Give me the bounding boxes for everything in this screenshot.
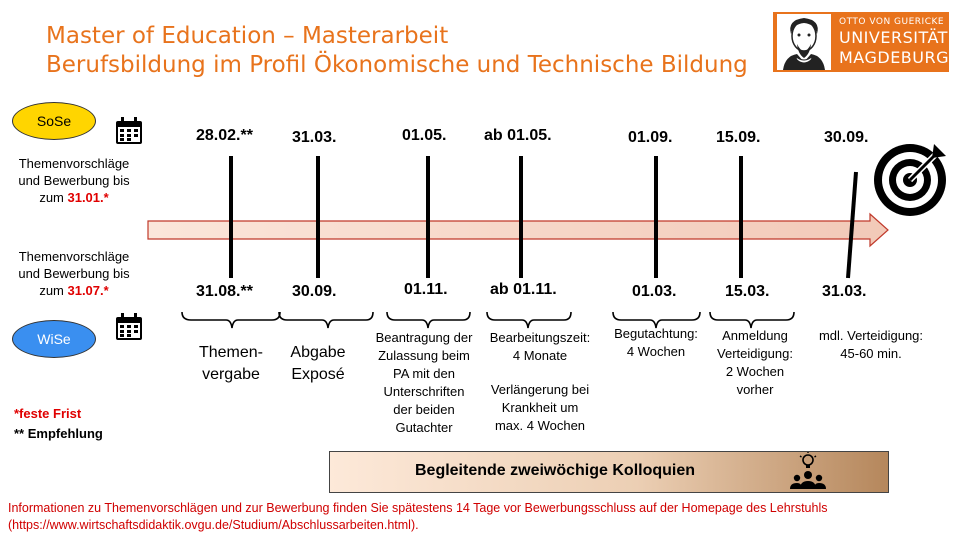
logo-line3: MAGDEBURG [839,48,949,67]
wise-deadline: 31.07.* [67,283,109,298]
note-line: Begutachtung: [614,326,698,341]
wise-text-line3: zum 31.07.* [0,282,148,299]
wise-text-prefix: zum [39,283,68,298]
note-line: 2 Wochen [725,364,785,379]
sose-date: 30.09. [824,129,869,146]
portrait-icon [777,14,831,70]
note-line: Themen- [198,344,264,361]
note-spacer [480,365,600,381]
calendar-icon [116,313,142,340]
note-line: 4 Monate [512,348,568,363]
milestone-note: Begutachtung: 4 Wochen [604,325,708,361]
milestone-note: Bearbeitungszeit: 4 Monate Verlängerung … [480,329,600,435]
sose-date: 01.05. [402,127,447,144]
brace [612,311,701,329]
note-line: der beiden [393,402,455,417]
brace [278,311,374,329]
note-line: PA mit den [393,366,455,381]
sose-application-text: Themenvorschläge und Bewerbung bis zum 3… [0,155,148,206]
target-icon [874,144,946,216]
page-subtitle: Berufsbildung im Profil Ökonomische und … [46,52,748,78]
legend-fixed-deadline: *feste Frist [14,406,82,421]
note-line: Anmeldung [722,328,788,343]
note-line: Verlängerung bei [490,382,590,397]
wise-date: 01.03. [632,283,677,300]
wise-badge: WiSe [12,320,96,358]
note-line: Gutachter [395,420,453,435]
note-line: Zulassung beim [378,348,470,363]
note-line: vergabe [202,366,260,383]
sose-text-line3: zum 31.01.* [0,189,148,206]
brace [386,311,471,329]
wise-date: 15.03. [725,283,770,300]
kolloquien-label: Begleitende zweiwöchige Kolloquien [414,462,696,479]
sose-date: 31.03. [292,129,337,146]
footer-info: Informationen zu Themenvorschlägen und z… [8,501,828,532]
legend-recommendation: ** Empfehlung [14,426,103,441]
sose-badge: SoSe [12,102,96,140]
calendar-icon [116,117,142,144]
sose-text-line2: und Bewerbung bis [18,173,130,188]
wise-date: ab 01.11. [490,281,557,298]
note-line: max. 4 Wochen [494,418,586,433]
wise-date: 01.11. [404,281,448,298]
note-line: Bearbeitungszeit: [489,330,591,345]
sose-text-line1: Themenvorschläge [18,156,130,171]
note-line: 45-60 min. [840,346,902,361]
note-line: Unterschriften [383,384,465,399]
page-title: Master of Education – Masterarbeit [46,23,449,49]
milestone-note: mdl. Verteidigung: 45-60 min. [804,327,938,363]
note-line: mdl. Verteidigung: [818,328,924,343]
wise-text-line1: Themenvorschläge [18,249,130,264]
wise-application-text: Themenvorschläge und Bewerbung bis zum 3… [0,248,148,299]
note-line: Exposé [291,366,345,383]
university-logo: OTTO VON GUERICKE UNIVERSITÄT MAGDEBURG [773,12,949,72]
brace [486,311,572,329]
milestone-note: Anmeldung Verteidigung: 2 Wochen vorher [706,327,804,399]
brace [181,311,281,329]
note-line: Abgabe [290,344,346,361]
wise-date: 30.09. [292,283,337,300]
logo-line1: OTTO VON GUERICKE [839,17,945,27]
milestone-bar-slanted [846,171,858,279]
milestone-note: Themen- vergabe [180,342,282,386]
brace [709,311,795,329]
sose-date: 15.09. [716,129,761,146]
timeline-arrow [147,212,889,248]
note-line: Verteidigung: [717,346,793,361]
logo-line2: UNIVERSITÄT [839,28,948,47]
milestone-note: Abgabe Exposé [276,342,360,386]
wise-text-line2: und Bewerbung bis [18,266,130,281]
note-line: vorher [736,382,774,397]
sose-date: ab 01.05. [484,127,552,144]
group-idea-icon [790,452,826,489]
note-line: 4 Wochen [626,344,686,359]
note-line: Krankheit um [501,400,579,415]
milestone-note: Beantragung der Zulassung beim PA mit de… [368,329,480,437]
sose-text-prefix: zum [39,190,68,205]
wise-date: 31.08.** [196,283,253,300]
sose-date: 01.09. [628,129,673,146]
sose-deadline: 31.01.* [67,190,109,205]
note-line: Beantragung der [375,330,473,345]
sose-date: 28.02.** [196,127,253,144]
wise-date: 31.03. [822,283,867,300]
